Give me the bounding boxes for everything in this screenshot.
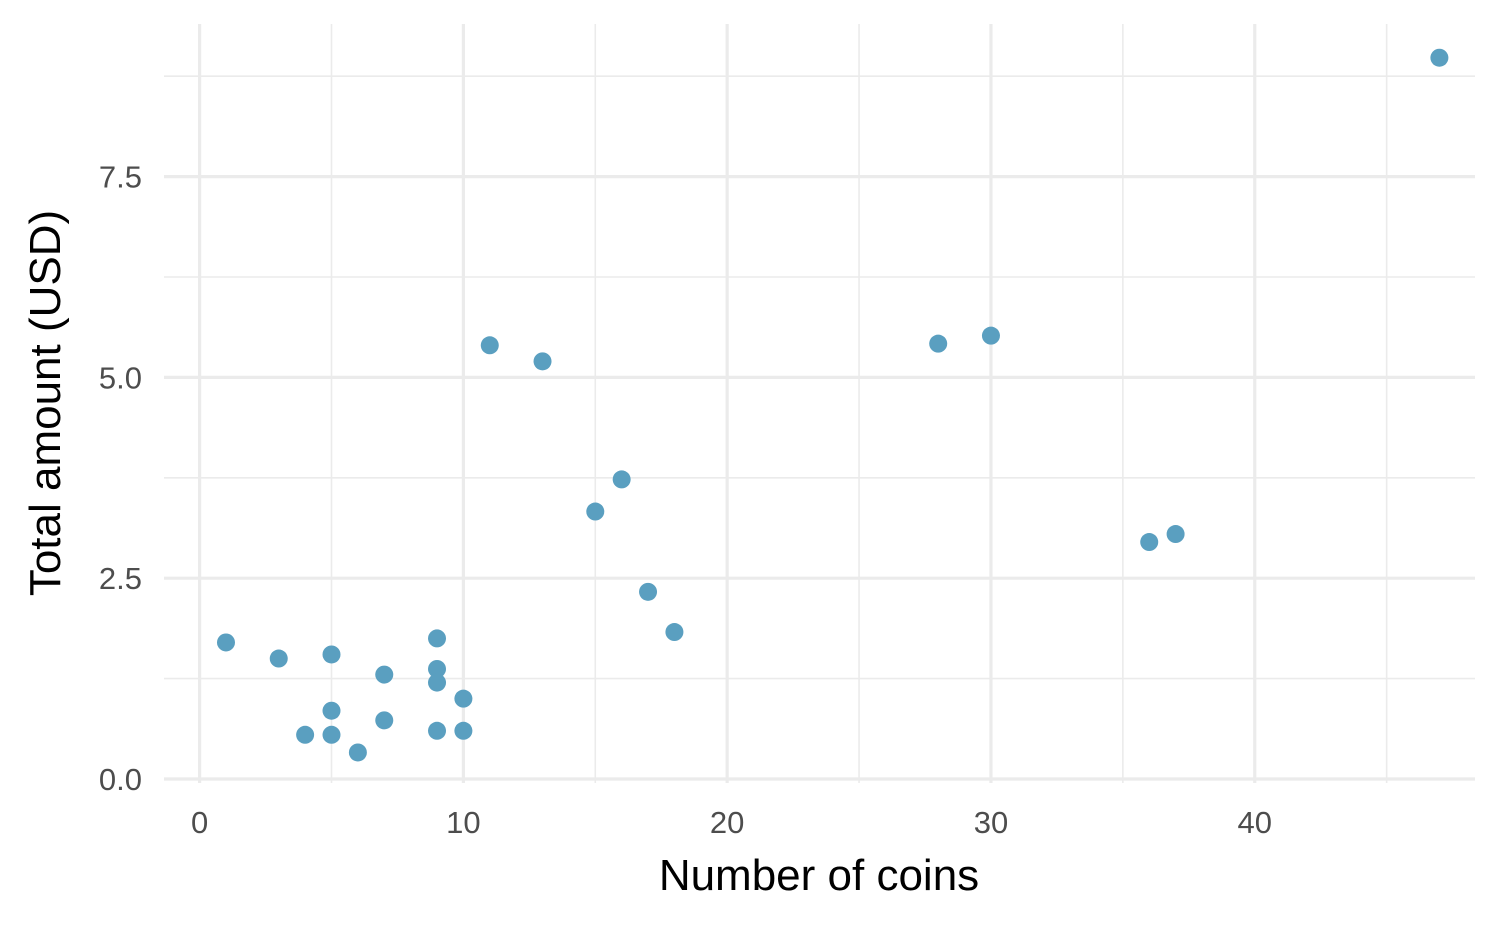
y-axis-title: Total amount (USD) bbox=[21, 210, 70, 596]
data-point bbox=[981, 326, 1000, 345]
data-point bbox=[375, 665, 394, 684]
y-tick-label: 5.0 bbox=[99, 360, 142, 395]
y-tick-label: 7.5 bbox=[99, 160, 142, 195]
data-point bbox=[428, 673, 447, 692]
data-point bbox=[639, 582, 658, 601]
x-tick-label: 40 bbox=[1237, 805, 1271, 840]
data-point bbox=[1140, 533, 1159, 552]
data-point bbox=[428, 659, 447, 678]
data-point bbox=[454, 721, 473, 740]
data-points bbox=[216, 48, 1449, 762]
x-axis-title: Number of coins bbox=[659, 851, 979, 900]
data-point bbox=[480, 336, 499, 355]
data-point bbox=[428, 629, 447, 648]
data-point bbox=[533, 352, 552, 371]
data-point bbox=[322, 701, 341, 720]
data-point bbox=[322, 725, 341, 744]
x-tick-label: 10 bbox=[446, 805, 480, 840]
data-point bbox=[586, 502, 605, 521]
data-point bbox=[269, 649, 288, 668]
major-gridlines bbox=[164, 24, 1475, 783]
data-point bbox=[375, 711, 394, 730]
minor-gridlines bbox=[164, 24, 1475, 783]
data-point bbox=[1430, 48, 1449, 67]
data-point bbox=[428, 721, 447, 740]
data-point bbox=[322, 645, 341, 664]
x-tick-label: 20 bbox=[710, 805, 744, 840]
y-tick-label: 2.5 bbox=[99, 561, 142, 596]
data-point bbox=[665, 623, 684, 642]
data-point bbox=[348, 743, 367, 762]
data-point bbox=[929, 334, 948, 353]
data-point bbox=[216, 633, 235, 652]
data-point bbox=[454, 689, 473, 708]
x-axis-tick-labels: 0 10 20 30 40 bbox=[191, 805, 1272, 840]
data-point bbox=[612, 470, 631, 489]
y-tick-label: 0.0 bbox=[99, 762, 142, 797]
data-point bbox=[1166, 525, 1185, 544]
x-tick-label: 0 bbox=[191, 805, 208, 840]
y-axis-tick-labels: 0.0 2.5 5.0 7.5 bbox=[99, 160, 142, 797]
data-point bbox=[296, 725, 315, 744]
x-tick-label: 30 bbox=[974, 805, 1008, 840]
